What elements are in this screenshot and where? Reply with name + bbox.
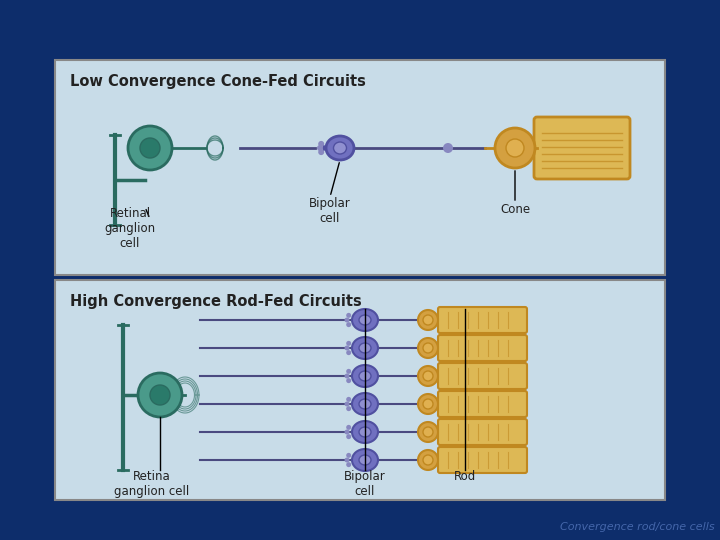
Circle shape <box>344 457 349 462</box>
Circle shape <box>418 310 438 330</box>
Text: Retinal
ganglion
cell: Retinal ganglion cell <box>104 207 156 250</box>
Circle shape <box>418 338 438 358</box>
Ellipse shape <box>359 371 371 381</box>
FancyBboxPatch shape <box>438 335 527 361</box>
Circle shape <box>346 350 351 355</box>
Text: Bipolar
cell: Bipolar cell <box>309 197 351 225</box>
Circle shape <box>418 422 438 442</box>
Circle shape <box>346 313 351 318</box>
Text: Retina
ganglion cell: Retina ganglion cell <box>114 470 189 498</box>
Ellipse shape <box>359 455 371 465</box>
Circle shape <box>423 343 433 353</box>
Circle shape <box>346 322 351 327</box>
Ellipse shape <box>352 365 378 387</box>
Ellipse shape <box>359 343 371 353</box>
Circle shape <box>317 145 323 151</box>
Circle shape <box>344 429 349 435</box>
Text: Rod: Rod <box>454 470 476 483</box>
Circle shape <box>138 373 182 417</box>
Ellipse shape <box>359 315 371 325</box>
Circle shape <box>318 149 324 155</box>
Circle shape <box>495 128 535 168</box>
FancyBboxPatch shape <box>438 307 527 333</box>
Text: High Convergence Rod-Fed Circuits: High Convergence Rod-Fed Circuits <box>70 294 361 309</box>
Circle shape <box>150 385 170 405</box>
FancyBboxPatch shape <box>438 447 527 473</box>
Circle shape <box>346 453 351 458</box>
Circle shape <box>346 462 351 467</box>
Ellipse shape <box>326 136 354 160</box>
Ellipse shape <box>352 449 378 471</box>
Circle shape <box>346 406 351 411</box>
Ellipse shape <box>333 142 346 154</box>
Circle shape <box>128 126 172 170</box>
Text: Convergence rod/cone cells: Convergence rod/cone cells <box>560 522 715 532</box>
Circle shape <box>344 318 349 322</box>
Ellipse shape <box>359 427 371 437</box>
Circle shape <box>346 397 351 402</box>
Circle shape <box>344 374 349 379</box>
Circle shape <box>346 378 351 383</box>
Circle shape <box>346 434 351 439</box>
Circle shape <box>443 143 453 153</box>
Text: Bipolar
cell: Bipolar cell <box>344 470 386 498</box>
Circle shape <box>423 371 433 381</box>
Circle shape <box>140 138 160 158</box>
Circle shape <box>423 399 433 409</box>
Circle shape <box>423 427 433 437</box>
Ellipse shape <box>352 421 378 443</box>
FancyBboxPatch shape <box>438 363 527 389</box>
Circle shape <box>346 341 351 346</box>
Ellipse shape <box>352 309 378 331</box>
FancyBboxPatch shape <box>534 117 630 179</box>
Ellipse shape <box>359 399 371 409</box>
Circle shape <box>344 402 349 407</box>
Text: Low Convergence Cone-Fed Circuits: Low Convergence Cone-Fed Circuits <box>70 74 366 89</box>
Circle shape <box>346 369 351 374</box>
Circle shape <box>418 366 438 386</box>
Circle shape <box>346 425 351 430</box>
Ellipse shape <box>352 393 378 415</box>
Circle shape <box>418 394 438 414</box>
Ellipse shape <box>352 337 378 359</box>
FancyBboxPatch shape <box>438 391 527 417</box>
Bar <box>55 280 665 500</box>
Bar <box>55 60 665 275</box>
Text: Cone: Cone <box>500 203 530 216</box>
FancyBboxPatch shape <box>438 419 527 445</box>
Circle shape <box>344 346 349 350</box>
Circle shape <box>318 141 324 147</box>
Circle shape <box>423 455 433 465</box>
Circle shape <box>506 139 524 157</box>
Circle shape <box>418 450 438 470</box>
Circle shape <box>423 315 433 325</box>
